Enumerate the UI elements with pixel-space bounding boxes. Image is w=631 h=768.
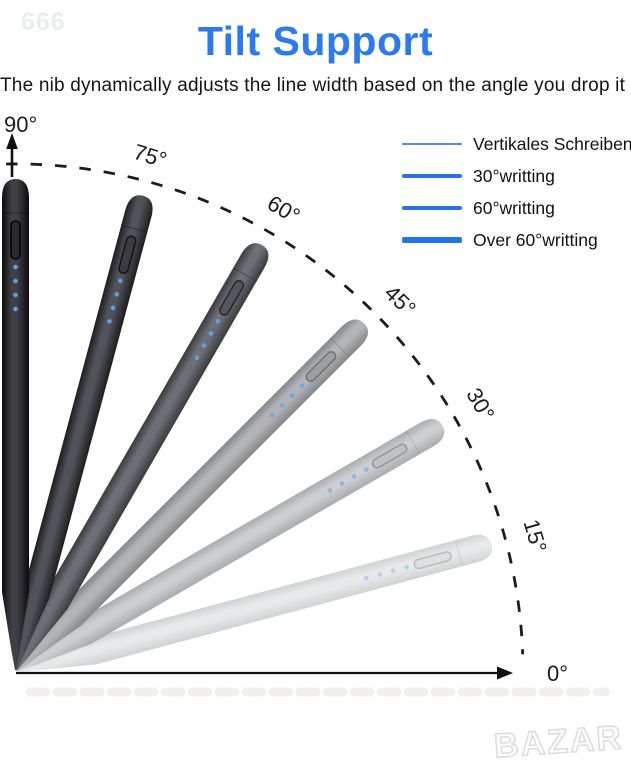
pen-button [218, 280, 244, 316]
led-indicator-dot [201, 343, 207, 348]
led-indicator-dot [215, 318, 221, 324]
pen-fan [2, 179, 493, 672]
angle-label-30: 30° [461, 384, 499, 425]
led-indicator-dot [289, 393, 295, 398]
angle-label-15: 15° [519, 516, 552, 555]
pen-75deg [15, 195, 153, 671]
led-indicator-dot [208, 331, 214, 336]
pen-45deg [16, 319, 369, 671]
legend-row-30deg: 30°writting [402, 160, 631, 192]
angle-label-45: 45° [380, 280, 421, 321]
pen-button [371, 443, 408, 469]
led-indicator-dot [351, 474, 357, 479]
seller-id-watermark: 666 [21, 8, 66, 36]
led-indicator-dot [404, 564, 409, 570]
led-indicator-dot [363, 575, 369, 581]
angle-label-75: 75° [131, 139, 170, 173]
pen-60deg [16, 243, 269, 671]
pen-button [10, 220, 21, 260]
horizontal-axis-arrow [16, 666, 513, 680]
pen-button [305, 351, 337, 383]
legend-label: 30°writting [473, 165, 555, 186]
pen-15deg [17, 534, 493, 672]
led-indicator-dot [114, 292, 119, 297]
legend-row-60deg: 60°writting [402, 192, 631, 224]
legend-label: 60°writting [473, 197, 555, 218]
led-indicator-dot [377, 572, 382, 577]
led-indicator-dot [269, 413, 275, 418]
led-indicator-dot [339, 481, 345, 486]
led-indicator-dot [194, 355, 200, 360]
pen-button [413, 551, 453, 570]
angle-label-0: 0° [547, 661, 568, 686]
led-indicator-dot [13, 306, 18, 312]
legend-line-thick-icon [402, 205, 462, 211]
led-indicator-dot [13, 264, 18, 270]
led-indicator-dot [327, 488, 333, 493]
legend-row-over60deg: Over 60°writting [402, 224, 631, 256]
subtitle-text: The nib dynamically adjusts the line wid… [0, 75, 626, 96]
legend-line-medium-icon [402, 174, 462, 178]
led-indicator-dot [13, 292, 18, 298]
led-indicator-dot [363, 467, 369, 472]
legend-row-vertical: Vertikales Schreiben [402, 128, 631, 160]
legend-line-thin-icon [402, 143, 462, 145]
angle-arc [6, 162, 525, 655]
pen-button [118, 235, 137, 274]
line-width-legend: Vertikales Schreiben 30°writting 60°writ… [402, 128, 631, 256]
led-indicator-dot [118, 278, 123, 284]
led-indicator-dot [107, 319, 112, 324]
legend-label: Over 60°writting [473, 229, 598, 250]
page-title: Tilt Support [197, 18, 434, 64]
pen-90deg [2, 179, 29, 670]
vertical-axis-arrow [6, 133, 18, 177]
led-indicator-dot [299, 383, 305, 388]
angle-label-90: 90° [4, 112, 37, 137]
led-indicator-dot [110, 305, 116, 311]
led-indicator-dot [390, 568, 396, 574]
led-indicator-dot [279, 403, 285, 408]
pen-30deg [16, 419, 445, 672]
legend-line-extra-thick-icon [402, 236, 462, 244]
angle-label-60: 60° [263, 190, 304, 228]
legend-label: Vertikales Schreiben [473, 133, 631, 154]
led-indicator-dot [13, 278, 18, 284]
